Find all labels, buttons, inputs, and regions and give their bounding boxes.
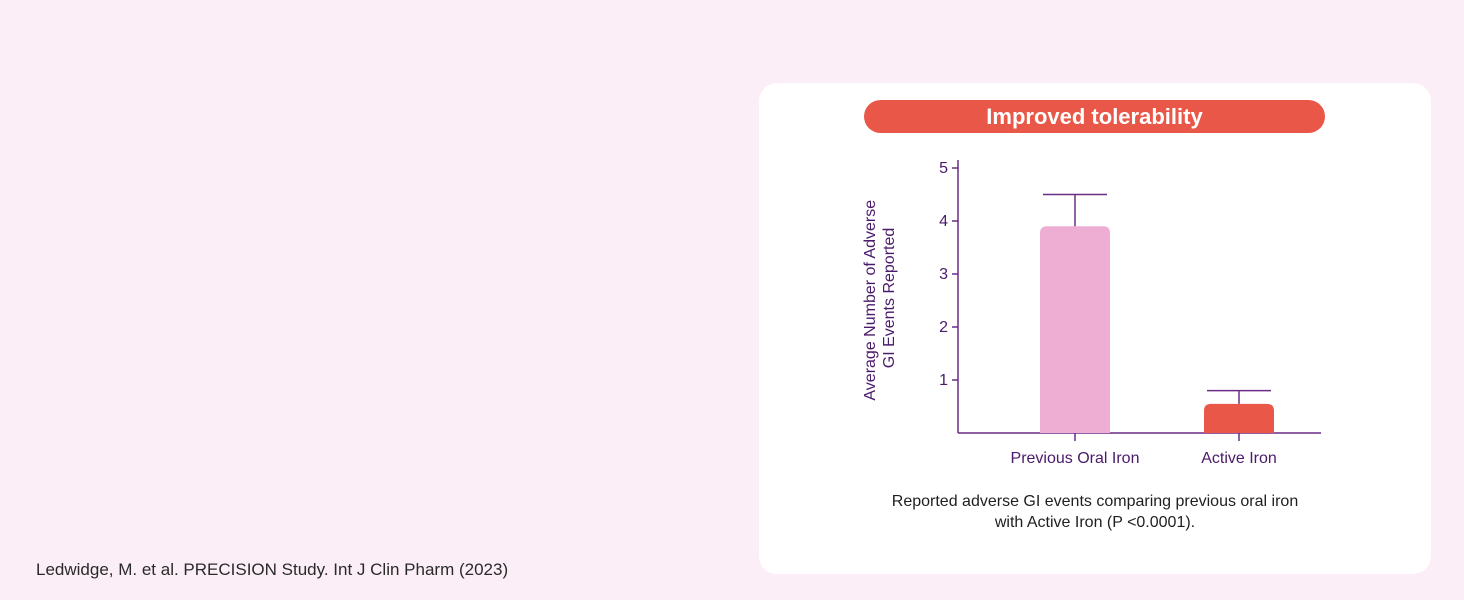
y-tick-label: 2 [939, 319, 948, 336]
chart-title-pill: Improved tolerability [864, 100, 1325, 133]
y-axis-title: Average Number of Adverse GI Events Repo… [862, 195, 898, 400]
caption-line-2: with Active Iron (P <0.0001). [994, 514, 1196, 531]
y-tick-label: 3 [939, 266, 948, 283]
y-axis-title-line2: GI Events Reported [881, 228, 898, 369]
caption-line-1: Reported adverse GI events comparing pre… [891, 493, 1299, 510]
y-tick-label: 1 [939, 372, 948, 389]
citation-text: Ledwidge, M. et al. PRECISION Study. Int… [36, 560, 509, 579]
x-tick-label: Previous Oral Iron [1011, 450, 1140, 467]
y-tick-label: 4 [939, 213, 948, 230]
bar-chart: 1 2 3 4 5 Previous Oral Iron Active Iron Avera… [862, 160, 1321, 467]
bar [1040, 226, 1110, 433]
y-axis-title-line1: Average Number of Adverse [862, 200, 879, 401]
chart-caption: Reported adverse GI events comparing pre… [859, 491, 1331, 533]
chart-card: Improved tolerability 1 2 3 4 5 Previous Oral… [759, 83, 1431, 574]
x-tick-label: Active Iron [1201, 450, 1277, 467]
chart-layer: 1 2 3 4 5 Previous Oral Iron Active Iron [939, 160, 1321, 467]
y-tick-label: 5 [939, 160, 948, 177]
bar [1204, 403, 1274, 433]
